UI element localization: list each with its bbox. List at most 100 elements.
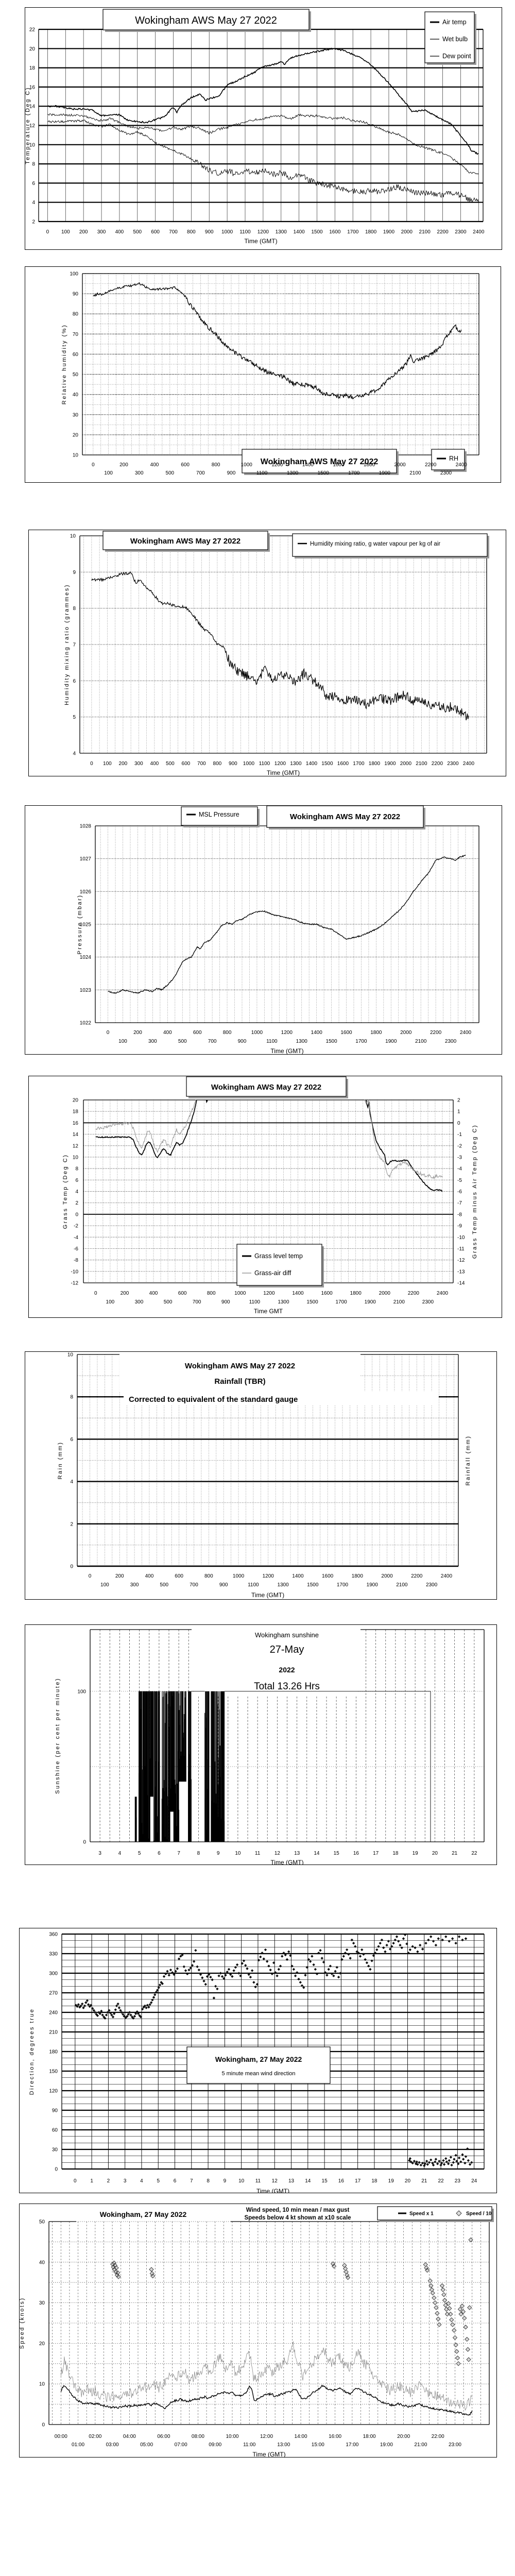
svg-text:3: 3 [98,1851,101,1856]
svg-text:1200: 1200 [281,1030,293,1036]
svg-text:-8: -8 [457,1212,462,1217]
svg-text:2100: 2100 [396,1582,408,1588]
svg-text:1023: 1023 [80,988,92,993]
svg-text:0: 0 [89,1573,92,1579]
svg-text:10: 10 [73,1155,79,1160]
svg-text:2022: 2022 [279,1666,295,1674]
svg-text:-3: -3 [457,1155,462,1160]
svg-text:400: 400 [115,229,124,235]
svg-text:09:00: 09:00 [209,2442,221,2448]
svg-text:1400: 1400 [293,229,305,235]
svg-text:Rainfall (TBR): Rainfall (TBR) [214,1377,265,1386]
svg-text:2: 2 [107,2178,110,2184]
svg-text:270: 270 [49,1991,58,1996]
svg-text:18: 18 [73,1109,79,1115]
svg-text:2100: 2100 [416,761,427,767]
svg-text:800: 800 [207,1291,216,1296]
svg-text:Direction, degrees true: Direction, degrees true [29,2008,35,2095]
svg-text:80: 80 [73,312,79,317]
svg-text:700: 700 [196,470,205,476]
svg-text:Sunshine (per cent per minute): Sunshine (per cent per minute) [55,1677,61,1794]
svg-text:Wokingham AWS May 27 2022: Wokingham AWS May 27 2022 [211,1083,321,1092]
svg-text:23: 23 [455,2178,461,2184]
svg-text:900: 900 [205,229,214,235]
svg-text:8: 8 [197,1851,200,1856]
svg-text:5: 5 [157,2178,160,2184]
svg-text:16: 16 [73,1121,79,1126]
svg-text:360: 360 [49,1932,58,1938]
svg-text:2400: 2400 [473,229,485,235]
svg-text:1100: 1100 [266,1039,278,1044]
svg-text:70: 70 [73,332,79,337]
svg-text:2: 2 [70,1521,73,1527]
svg-text:240: 240 [49,2010,58,2016]
svg-text:-1: -1 [457,1132,462,1138]
svg-text:0: 0 [94,1291,97,1296]
svg-text:Rain (mm): Rain (mm) [57,1442,63,1480]
svg-text:1700: 1700 [353,761,365,767]
svg-text:2300: 2300 [455,229,467,235]
svg-text:15: 15 [322,2178,328,2184]
svg-text:1200: 1200 [263,1291,275,1296]
svg-text:19: 19 [413,1851,419,1856]
svg-text:10: 10 [67,1352,74,1358]
chart-humidity-mixing-ratio: Wokingham AWS May 27 2022 Humidity mixing… [28,530,506,776]
svg-text:20: 20 [73,432,79,438]
svg-text:-5: -5 [457,1178,462,1183]
svg-text:300: 300 [148,1039,157,1044]
svg-text:Time GMT: Time GMT [254,1308,283,1315]
svg-text:22: 22 [471,1851,477,1856]
svg-text:100: 100 [103,761,112,767]
svg-text:14:00: 14:00 [295,2434,307,2439]
svg-text:800: 800 [204,1573,213,1579]
svg-text:-6: -6 [457,1189,462,1195]
svg-text:2000: 2000 [394,462,406,468]
svg-text:11: 11 [255,2178,261,2184]
svg-text:1026: 1026 [80,889,92,895]
svg-text:Corrected to equivalent of the: Corrected to equivalent of the standard … [129,1395,298,1404]
svg-text:60: 60 [52,2128,58,2133]
svg-text:0: 0 [457,1121,460,1126]
svg-text:22:00: 22:00 [432,2434,444,2439]
svg-text:1100: 1100 [249,1299,261,1305]
svg-text:1024: 1024 [80,955,92,960]
svg-text:600: 600 [178,1291,187,1296]
svg-text:MSL Pressure: MSL Pressure [199,811,239,818]
svg-text:900: 900 [221,1299,230,1305]
svg-text:4: 4 [140,2178,143,2184]
svg-text:700: 700 [208,1039,217,1044]
svg-text:Grass level temp: Grass level temp [254,1252,303,1260]
svg-text:2: 2 [75,1200,78,1206]
svg-text:0: 0 [75,1212,78,1217]
svg-text:2200: 2200 [430,1030,442,1036]
svg-text:11:00: 11:00 [243,2442,256,2448]
svg-text:2200: 2200 [437,229,449,235]
svg-text:2200: 2200 [425,462,437,468]
svg-text:12:00: 12:00 [260,2434,273,2439]
svg-text:Wet bulb: Wet bulb [442,36,468,43]
svg-text:1300: 1300 [287,470,299,476]
svg-text:6: 6 [32,181,35,187]
svg-text:Time (GMT): Time (GMT) [244,238,277,245]
svg-text:6: 6 [158,1851,161,1856]
svg-text:Speed x 1: Speed x 1 [409,2211,434,2217]
svg-text:-12: -12 [457,1258,465,1263]
svg-text:1027: 1027 [80,856,92,862]
svg-text:4: 4 [32,200,35,206]
svg-text:7: 7 [177,1851,180,1856]
svg-text:8: 8 [73,606,76,612]
svg-text:-13: -13 [457,1269,465,1275]
svg-text:0: 0 [90,761,93,767]
svg-text:100: 100 [70,272,78,277]
svg-text:1100: 1100 [248,1582,259,1588]
svg-text:Grass-air diff: Grass-air diff [254,1269,291,1277]
svg-text:1900: 1900 [365,1299,376,1305]
svg-text:0: 0 [70,1564,73,1570]
svg-text:100: 100 [100,1582,109,1588]
svg-text:13: 13 [294,1851,300,1856]
svg-text:Humidity mixing ratio, g water: Humidity mixing ratio, g water vapour pe… [310,541,440,547]
svg-text:2400: 2400 [441,1573,453,1579]
svg-text:1700: 1700 [337,1582,349,1588]
svg-text:1400: 1400 [302,462,314,468]
svg-text:18: 18 [371,2178,377,2184]
